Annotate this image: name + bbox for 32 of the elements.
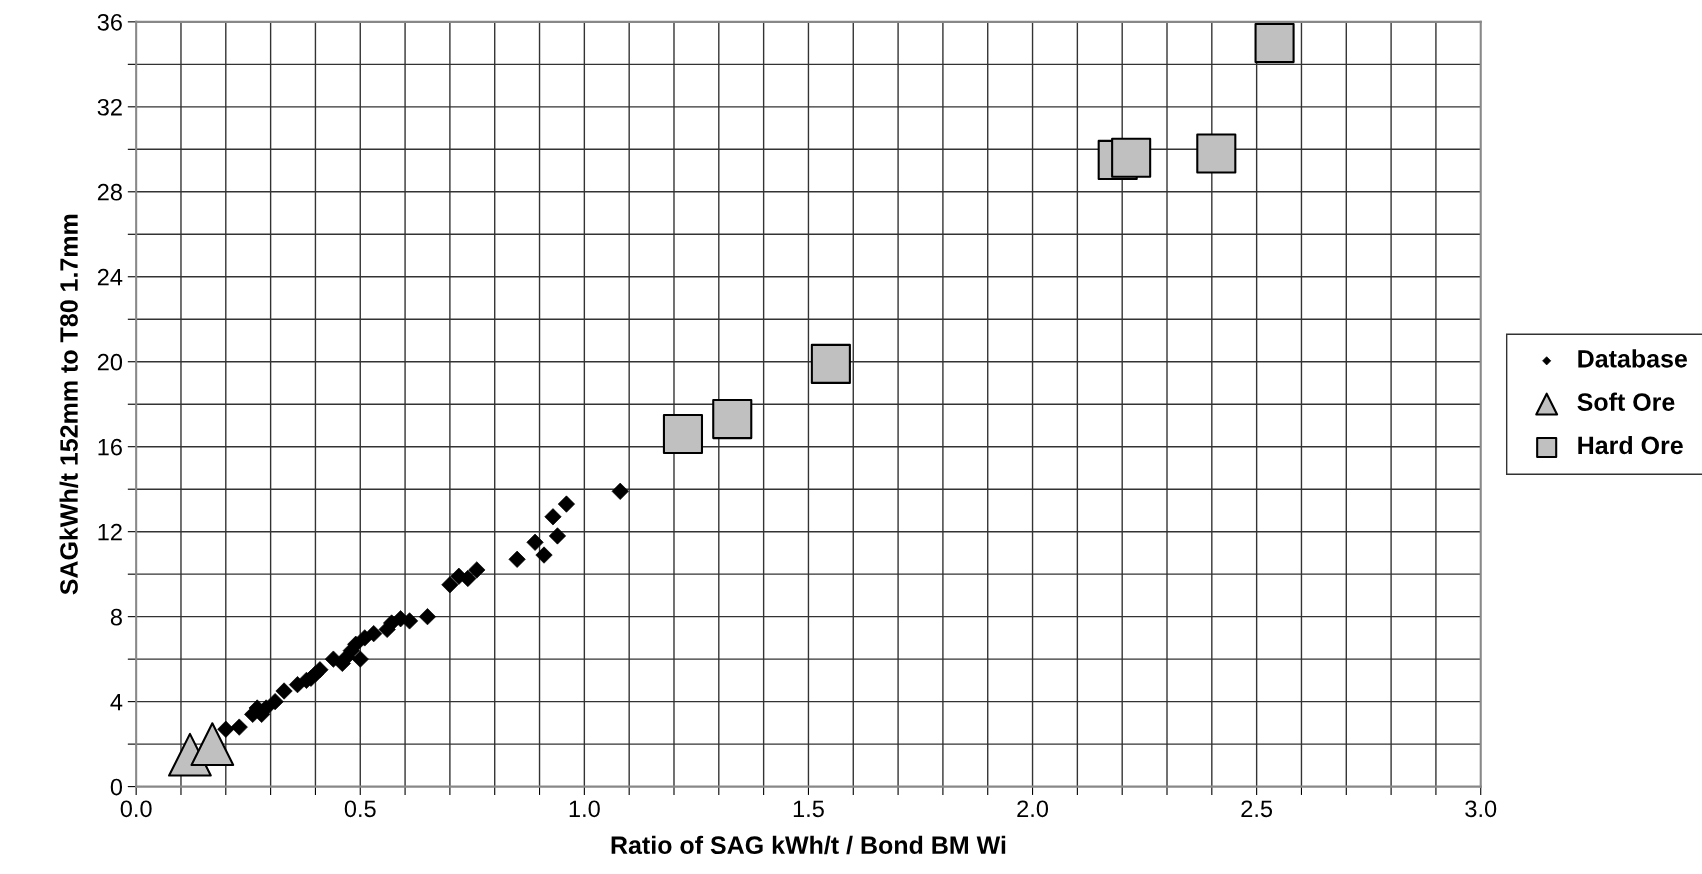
x-tick-label: 0.0: [120, 800, 152, 818]
point: [810, 343, 851, 384]
point: [190, 722, 235, 766]
y-tick-label: 4: [110, 693, 123, 711]
y-axis-title: SAGkWh/t 152mm to T80 1.7mm: [59, 214, 79, 595]
y-tick-label: 12: [98, 523, 122, 541]
x-tick-label: 0.5: [344, 800, 376, 818]
legend-label: Database: [1578, 349, 1687, 368]
point: [535, 546, 553, 564]
y-tick-label: 8: [110, 608, 122, 626]
point: [712, 399, 753, 440]
x-tick-label: 3.0: [1465, 800, 1497, 818]
point: [275, 682, 293, 700]
point: [1254, 23, 1295, 64]
point: [1111, 137, 1152, 178]
point: [1196, 133, 1237, 174]
legend-label: Soft Ore: [1577, 392, 1675, 411]
x-axis-title: Ratio of SAG kWh/t / Bond BM Wi: [611, 835, 1006, 855]
y-tick-label: 28: [97, 183, 122, 201]
legend-label: Hard Ore: [1578, 435, 1683, 455]
y-tick-label: 0: [110, 778, 123, 796]
y-tick-label: 20: [97, 353, 123, 371]
x-tick-label: 2.0: [1017, 800, 1049, 818]
x-tick-label: 2.5: [1241, 800, 1273, 818]
y-tick-label: 32: [97, 98, 122, 116]
x-tick-label: 1.0: [569, 800, 600, 818]
x-tick-label: 1.5: [793, 800, 824, 818]
point: [468, 561, 486, 579]
y-tick-label: 24: [97, 268, 123, 286]
y-tick-label: 36: [97, 13, 122, 31]
point: [662, 413, 704, 455]
y-tick-label: 16: [98, 438, 122, 456]
